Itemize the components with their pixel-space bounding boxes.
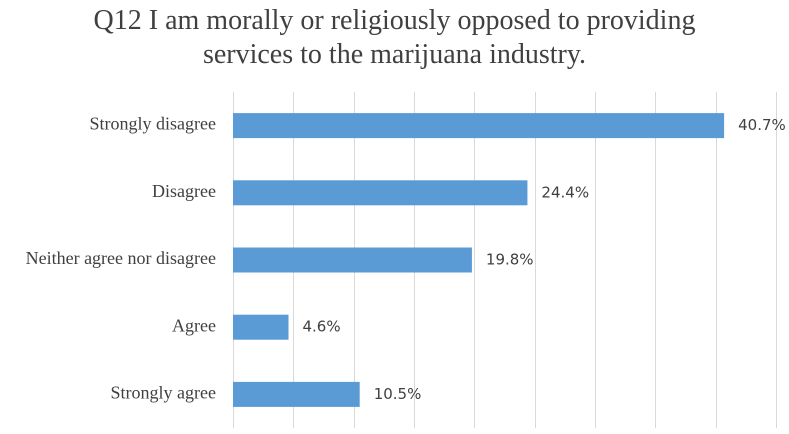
bar — [233, 113, 725, 139]
bars — [233, 113, 725, 407]
category-label: Strongly disagree — [90, 114, 216, 134]
bar — [233, 247, 472, 273]
category-labels: Strongly disagree Disagree Neither agree n… — [26, 114, 216, 403]
data-label: 4.6% — [303, 318, 341, 336]
data-label: 40.7% — [738, 116, 786, 134]
chart-title-line-1: Q12 I am morally or religiously opposed … — [93, 5, 696, 36]
chart-title: Q12 I am morally or religiously opposed … — [0, 4, 789, 72]
bar — [233, 381, 360, 407]
category-label: Agree — [172, 315, 216, 335]
category-label: Neither agree nor disagree — [26, 248, 216, 268]
data-label: 24.4% — [541, 183, 589, 201]
bar — [233, 180, 528, 206]
bar — [233, 314, 289, 340]
data-label: 10.5% — [374, 385, 422, 403]
category-label: Strongly agree — [111, 383, 216, 403]
value-labels: 40.7% 24.4% 19.8% 4.6% 10.5% — [303, 116, 786, 403]
data-label: 19.8% — [486, 251, 534, 269]
chart-title-line-2: services to the marijuana industry. — [202, 39, 587, 70]
category-label: Disagree — [152, 181, 216, 201]
